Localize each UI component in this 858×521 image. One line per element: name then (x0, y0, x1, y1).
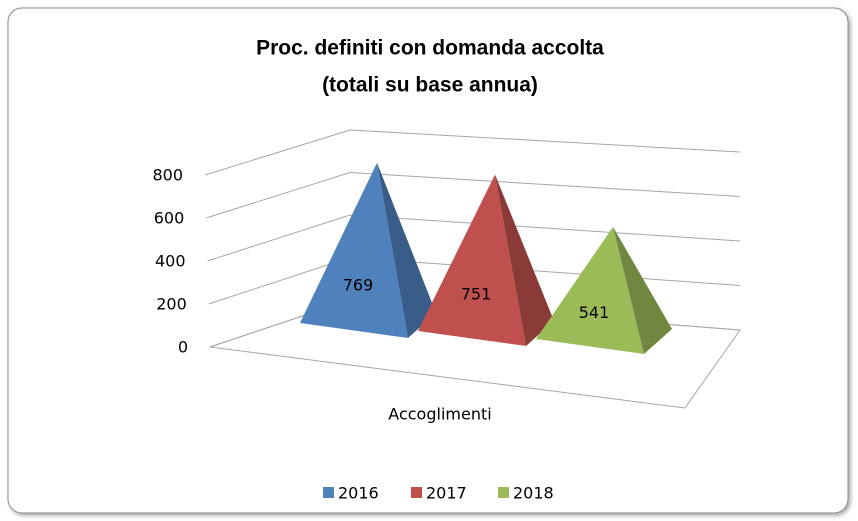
y-tick-label: 400 (155, 252, 186, 271)
chart-title: (totali su base annua) (322, 74, 538, 97)
legend-swatch (498, 487, 509, 498)
legend-label: 2016 (338, 484, 379, 503)
pyramid-front (300, 162, 408, 338)
y-tick-label: 0 (178, 338, 188, 357)
data-label: 541 (579, 303, 610, 322)
x-tick-label: Accoglimenti (388, 405, 491, 424)
data-label: 751 (461, 284, 492, 303)
pyramid (536, 226, 672, 354)
pyramid-side (613, 226, 672, 354)
chart-frame (7, 7, 849, 514)
legend-swatch (411, 487, 422, 498)
pyramid (418, 174, 554, 346)
grid-line (206, 171, 741, 219)
y-tick-label: 200 (156, 295, 187, 314)
grid-line (204, 129, 741, 176)
pyramid-front (418, 174, 526, 346)
legend-swatch (323, 487, 334, 498)
data-label: 769 (343, 276, 374, 295)
y-tick-label: 800 (152, 166, 183, 185)
chart-title: Proc. definiti con domanda accolta (256, 37, 604, 60)
legend-label: 2017 (426, 484, 467, 503)
pyramid (300, 162, 436, 338)
pyramid-side (495, 174, 554, 346)
pyramid-front (536, 226, 644, 354)
legend-label: 2018 (513, 484, 554, 503)
pyramid-side (377, 162, 436, 338)
y-tick-label: 600 (154, 209, 185, 228)
